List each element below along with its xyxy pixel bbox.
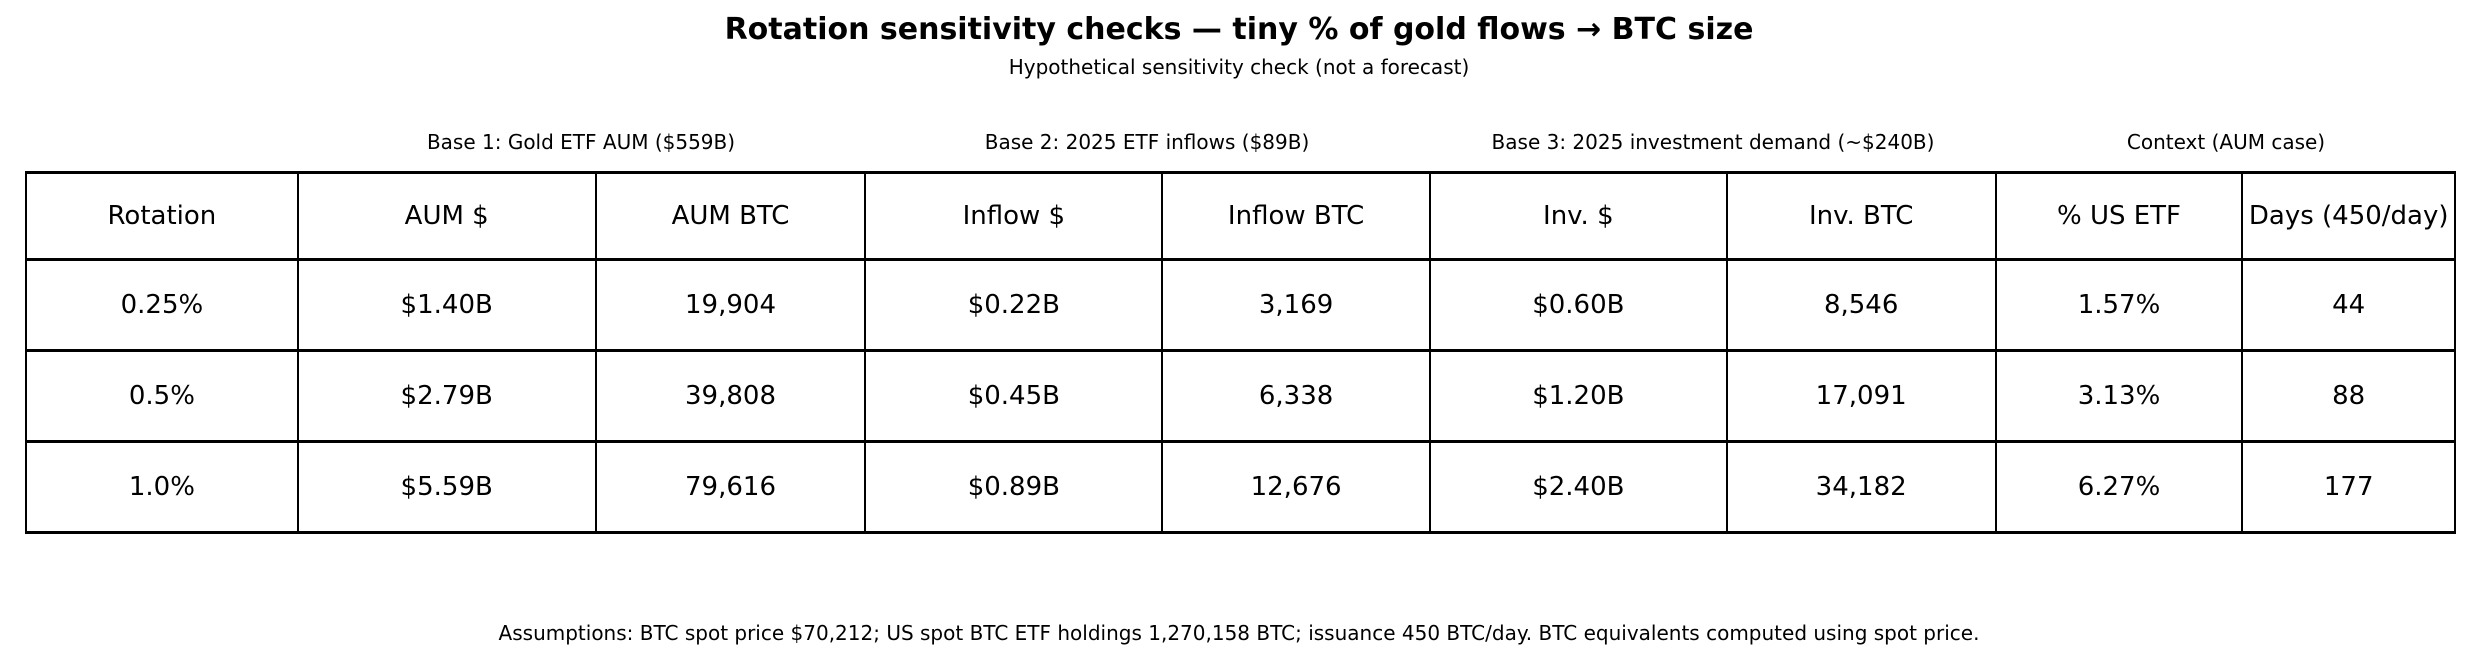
column-group-label-base3: Base 3: 2025 investment demand (~$240B) xyxy=(1491,130,1935,154)
column-header-inflow-btc: Inflow BTC xyxy=(1161,171,1431,261)
column-group-label-context: Context (AUM case) xyxy=(2126,130,2326,154)
column-header-rotation: Rotation xyxy=(25,171,299,261)
cell-rotation: 0.5% xyxy=(25,349,299,443)
cell-inv-btc: 34,182 xyxy=(1725,440,1997,534)
column-group-label-base2: Base 2: 2025 ETF inflows ($89B) xyxy=(984,130,1310,154)
table-row: 0.25% $1.40B 19,904 $0.22B 3,169 $0.60B … xyxy=(25,258,2456,352)
cell-aum-usd: $2.79B xyxy=(296,349,597,443)
cell-inv-btc: 8,546 xyxy=(1725,258,1997,352)
column-header-aum-btc: AUM BTC xyxy=(594,171,867,261)
table-row: 1.0% $5.59B 79,616 $0.89B 12,676 $2.40B … xyxy=(25,440,2456,534)
column-header-inflow-usd: Inflow $ xyxy=(864,171,1164,261)
table-row: 0.5% $2.79B 39,808 $0.45B 6,338 $1.20B 1… xyxy=(25,349,2456,443)
column-header-inv-usd: Inv. $ xyxy=(1428,171,1728,261)
cell-aum-usd: $5.59B xyxy=(296,440,597,534)
cell-pct-us-etf: 3.13% xyxy=(1994,349,2244,443)
cell-inflow-btc: 6,338 xyxy=(1161,349,1431,443)
column-group-label-base1: Base 1: Gold ETF AUM ($559B) xyxy=(426,130,736,154)
cell-aum-btc: 19,904 xyxy=(594,258,867,352)
cell-aum-usd: $1.40B xyxy=(296,258,597,352)
cell-rotation: 0.25% xyxy=(25,258,299,352)
sensitivity-table: Rotation AUM $ AUM BTC Inflow $ Inflow B… xyxy=(25,171,2456,534)
cell-inv-usd: $1.20B xyxy=(1428,349,1728,443)
cell-inv-usd: $0.60B xyxy=(1428,258,1728,352)
column-header-days: Days (450/day) xyxy=(2241,171,2456,261)
cell-inflow-usd: $0.45B xyxy=(864,349,1164,443)
cell-aum-btc: 79,616 xyxy=(594,440,867,534)
cell-days: 44 xyxy=(2241,258,2456,352)
column-header-pct-us-etf: % US ETF xyxy=(1994,171,2244,261)
cell-pct-us-etf: 6.27% xyxy=(1994,440,2244,534)
cell-days: 177 xyxy=(2241,440,2456,534)
cell-inflow-usd: $0.89B xyxy=(864,440,1164,534)
cell-aum-btc: 39,808 xyxy=(594,349,867,443)
column-header-inv-btc: Inv. BTC xyxy=(1725,171,1997,261)
cell-inflow-usd: $0.22B xyxy=(864,258,1164,352)
figure-title: Rotation sensitivity checks — tiny % of … xyxy=(724,12,1754,47)
table-header-row: Rotation AUM $ AUM BTC Inflow $ Inflow B… xyxy=(25,171,2456,261)
cell-inv-btc: 17,091 xyxy=(1725,349,1997,443)
column-header-aum-usd: AUM $ xyxy=(296,171,597,261)
cell-pct-us-etf: 1.57% xyxy=(1994,258,2244,352)
cell-inflow-btc: 3,169 xyxy=(1161,258,1431,352)
assumptions-footnote: Assumptions: BTC spot price $70,212; US … xyxy=(498,621,1980,645)
cell-days: 88 xyxy=(2241,349,2456,443)
cell-inflow-btc: 12,676 xyxy=(1161,440,1431,534)
cell-inv-usd: $2.40B xyxy=(1428,440,1728,534)
figure-subtitle: Hypothetical sensitivity check (not a fo… xyxy=(1008,55,1470,79)
cell-rotation: 1.0% xyxy=(25,440,299,534)
